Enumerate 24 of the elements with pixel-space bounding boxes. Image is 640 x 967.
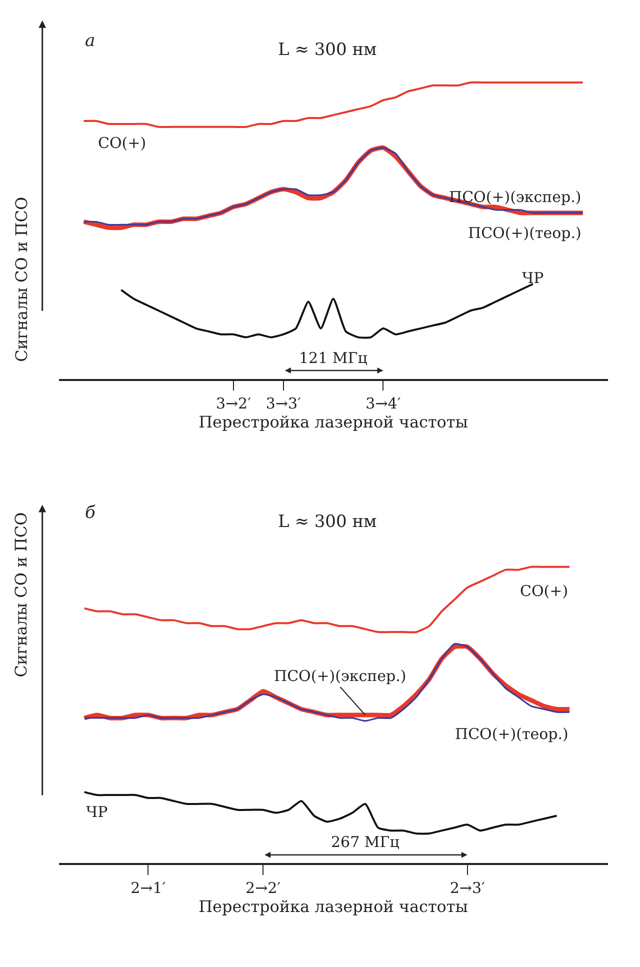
y-axis-title: Сигналы СО и ПСО [12,512,31,678]
chart-title: L ≈ 300 нм [278,512,377,532]
x-tick-label: 2→2′ [246,878,282,897]
x-axis-title: Перестройка лазерной частоты [198,412,468,432]
x-axis-title: Перестройка лазерной частоты [198,896,468,916]
x-tick-label: 3→3′ [266,394,302,413]
series-label: ПСО(+)(теор.) [468,224,582,242]
text: а [85,31,96,51]
series-label: ПСО(+)(экспер.) [274,667,406,685]
annotation: 121 МГц [299,349,368,367]
annotation: 267 МГц [331,833,400,851]
series-label: СО(+) [98,134,146,152]
x-tick-label: 3→2′ [216,394,252,413]
series-label: ЧР [86,803,108,821]
series-label: ПСО(+)(экспер.) [449,188,582,206]
x-tick-label: 3→4′ [366,394,402,413]
series-label: СО(+) [520,582,568,600]
chart-title: L ≈ 300 нм [278,40,377,60]
y-axis-title: Сигналы СО и ПСО [12,196,32,362]
series-label: ПСО(+)(теор.) [455,725,568,743]
text: б [85,503,96,523]
x-tick-label: 2→1′ [130,878,166,897]
series-label: ЧР [522,269,544,287]
x-tick-label: 2→3′ [450,878,486,897]
